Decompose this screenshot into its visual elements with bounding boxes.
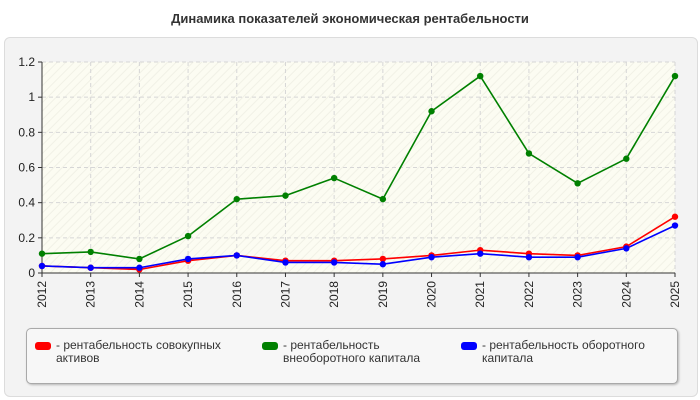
data-point xyxy=(136,264,143,271)
data-point xyxy=(330,174,338,182)
x-tick-label: 2012 xyxy=(35,281,49,308)
data-point xyxy=(428,253,435,261)
x-tick-label: 2020 xyxy=(425,281,439,308)
legend-label: - рентабельность внеоборотного капитала xyxy=(283,338,420,365)
data-point xyxy=(38,262,46,270)
x-tick-label: 2023 xyxy=(571,281,585,308)
data-point xyxy=(87,264,94,271)
y-tick-label: 0.8 xyxy=(18,125,35,139)
x-tick-label: 2025 xyxy=(668,281,682,308)
data-point xyxy=(330,259,338,266)
data-point xyxy=(282,259,289,266)
legend-swatch xyxy=(461,342,477,350)
x-tick-label: 2013 xyxy=(84,281,98,308)
data-point xyxy=(184,232,192,240)
grid-lines xyxy=(41,61,676,274)
legend-swatch xyxy=(35,342,51,350)
data-point xyxy=(233,195,240,203)
y-tick-label: 1 xyxy=(28,90,35,104)
legend-label: - рентабельность оборотного капитала xyxy=(482,338,645,365)
y-tick-label: 1.2 xyxy=(18,55,35,69)
x-tick-label: 2018 xyxy=(327,281,341,308)
series-line xyxy=(41,75,676,260)
y-tick-label: 0.6 xyxy=(18,161,35,175)
data-point xyxy=(623,245,630,252)
x-tick-labels: 2012 2013 2014 2015 2016 2017 2018 2019 2020 2021… xyxy=(35,281,682,308)
x-tick-label: 2024 xyxy=(619,281,633,308)
data-point xyxy=(671,213,679,220)
data-point xyxy=(379,195,387,203)
y-tick-labels: 0 0.2 0.4 0.6 0.8 1 1.2 xyxy=(18,55,35,280)
x-tick-label: 2015 xyxy=(181,281,195,308)
data-point xyxy=(574,253,581,261)
y-tick-label: 0 xyxy=(28,266,35,280)
data-point xyxy=(136,255,143,263)
legend: - рентабельность совокупных активов - ре… xyxy=(26,328,678,384)
data-point xyxy=(623,155,630,162)
x-tick-label: 2021 xyxy=(473,281,487,308)
data-point xyxy=(477,250,484,257)
data-point xyxy=(184,255,192,263)
data-point xyxy=(282,192,289,199)
x-tick-label: 2017 xyxy=(278,281,292,308)
legend-item-working-capital: - рентабельность оборотного капитала xyxy=(461,339,671,365)
x-tick-label: 2019 xyxy=(376,281,390,308)
series-lines xyxy=(41,75,676,271)
data-point xyxy=(38,250,46,257)
y-tick-label: 0.4 xyxy=(18,196,35,210)
data-points xyxy=(38,72,679,273)
series-line xyxy=(41,216,676,271)
legend-swatch xyxy=(262,342,278,350)
x-tick-label: 2022 xyxy=(522,281,536,308)
chart-title: Динамика показателей экономическая рента… xyxy=(171,11,529,26)
y-tick-label: 0.2 xyxy=(18,231,35,245)
data-point xyxy=(525,150,533,157)
x-tick-label: 2016 xyxy=(230,281,244,308)
data-point xyxy=(574,180,581,187)
x-tick-label: 2014 xyxy=(132,281,146,308)
legend-item-fixed-capital: - рентабельность внеоборотного капитала xyxy=(262,339,462,365)
axes xyxy=(38,61,676,277)
data-point xyxy=(428,108,435,115)
data-point xyxy=(525,253,533,261)
legend-label: - рентабельность совокупных активов xyxy=(56,338,221,365)
series-line xyxy=(41,224,676,269)
data-point xyxy=(87,248,94,256)
data-point xyxy=(379,261,387,268)
data-point xyxy=(477,72,484,80)
data-point xyxy=(233,252,240,259)
data-point xyxy=(671,222,679,229)
legend-item-total-assets: - рентабельность совокупных активов xyxy=(35,339,255,365)
data-point xyxy=(671,72,679,80)
data-point xyxy=(379,255,387,263)
